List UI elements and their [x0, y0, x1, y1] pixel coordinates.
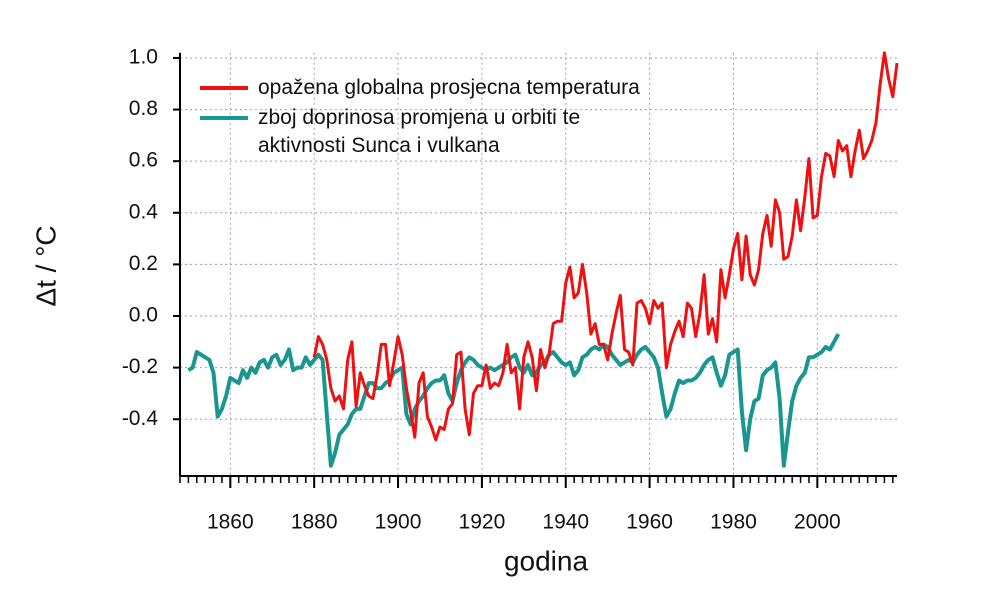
legend-label: zboj doprinosa promjena u orbiti te akti… [258, 106, 581, 157]
y-tick-label: -0.2 [122, 355, 158, 378]
x-tick-label: 1880 [291, 511, 338, 534]
x-tick-label: 1860 [207, 511, 254, 534]
legend: opažena globalna prosjecna temperatura zb… [200, 74, 640, 162]
legend-label: opažena globalna prosjecna temperatura [258, 76, 640, 99]
x-tick-label: 1900 [375, 511, 422, 534]
legend-swatch [200, 86, 248, 90]
y-tick-label: 0.2 [129, 252, 158, 275]
series-line [312, 51, 899, 442]
y-tick-label: 0.4 [129, 200, 159, 223]
x-tick-label: 2000 [794, 511, 841, 534]
x-axis-label: godina [504, 545, 589, 576]
plot [187, 51, 899, 468]
y-axis-label: Δt / °C [30, 225, 61, 306]
legend-entry: opažena globalna prosjecna temperatura [200, 74, 640, 102]
legend-entry: zboj doprinosa promjena u orbiti te akti… [200, 104, 640, 160]
legend-swatch [200, 116, 248, 120]
y-tick-label: -0.4 [122, 407, 159, 430]
y-tick-label: 0.6 [129, 149, 158, 172]
x-tick-label: 1920 [459, 511, 506, 534]
grid [180, 52, 897, 476]
x-tick-label: 1960 [626, 511, 673, 534]
x-tick-label: 1980 [710, 511, 757, 534]
y-tick-label: 1.0 [129, 46, 158, 69]
x-tick-label: 1940 [542, 511, 589, 534]
y-tick-label: 0.8 [129, 97, 158, 120]
series-line [187, 333, 841, 468]
y-tick-label: 0.0 [129, 304, 158, 327]
